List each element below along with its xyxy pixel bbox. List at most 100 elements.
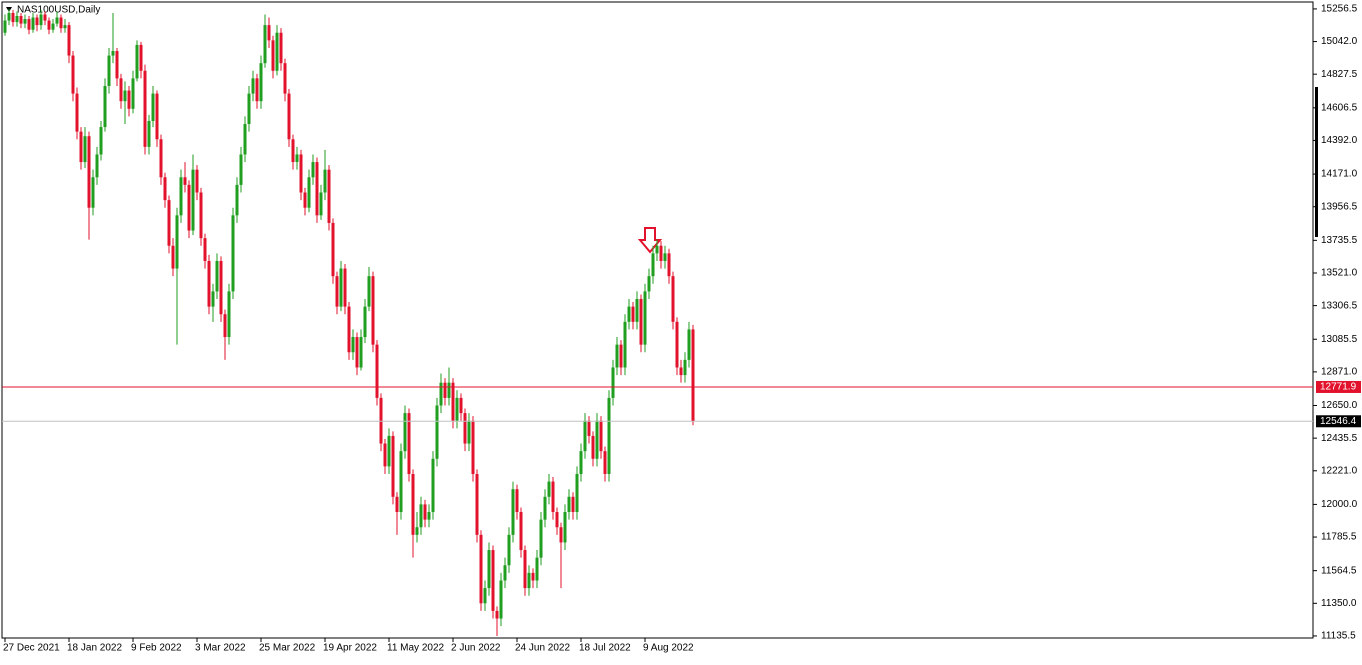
candle-body (31, 17, 35, 30)
candle-body (359, 337, 363, 368)
candle-body (331, 222, 335, 277)
candle-body (579, 451, 583, 474)
candle-body (627, 306, 631, 322)
y-tick-label: 15256.5 (1321, 4, 1358, 15)
candle-body (95, 154, 99, 178)
candle-body (515, 489, 519, 513)
candle-body (403, 413, 407, 452)
candle-body (151, 93, 155, 121)
candle-body (255, 78, 259, 102)
candle-body (19, 15, 23, 24)
candle-body (295, 154, 299, 163)
candle-body (311, 162, 315, 178)
candle-body (443, 382, 447, 398)
y-tick-label: 12221.0 (1321, 465, 1358, 476)
y-tick-label: 14827.5 (1321, 69, 1358, 80)
candle-body (399, 451, 403, 513)
x-tick-label: 9 Feb 2022 (131, 643, 182, 654)
candle-body (643, 291, 647, 345)
candle-body (219, 260, 223, 315)
candle-body (315, 162, 319, 216)
x-tick-label: 24 Jun 2022 (515, 643, 570, 654)
candle-body (455, 397, 459, 421)
candle-body (511, 489, 515, 535)
candle-body (11, 12, 15, 23)
scale-marker (1315, 87, 1318, 237)
plot-frame (1, 1, 1314, 639)
y-tick-label: 14171.0 (1321, 169, 1358, 180)
candle-body (431, 458, 435, 513)
x-tick-label: 18 Jan 2022 (67, 643, 122, 654)
candle-body (267, 25, 271, 41)
candle-body (211, 291, 215, 307)
candle-body (595, 420, 599, 459)
candle-body (651, 253, 655, 277)
candle-body (483, 588, 487, 604)
candle-body (103, 85, 107, 128)
candle-body (567, 496, 571, 513)
candle-body (3, 20, 7, 33)
candle-body (147, 120, 151, 147)
candle-body (251, 78, 255, 94)
candle-body (475, 473, 479, 535)
candle-body (539, 519, 543, 558)
candle-body (43, 14, 47, 21)
candle-body (507, 534, 511, 566)
candle-body (7, 12, 11, 21)
y-tick-label: 13085.5 (1321, 334, 1358, 345)
candle-body (227, 291, 231, 338)
candle-body (591, 435, 595, 459)
candle-body (571, 496, 575, 513)
candle-body (27, 19, 31, 30)
price-label-box (1316, 415, 1361, 428)
candle-body (543, 496, 547, 520)
x-tick-label: 2 Jun 2022 (451, 643, 501, 654)
y-tick-label: 13306.5 (1321, 300, 1358, 311)
x-tick-label: 11 May 2022 (387, 643, 445, 654)
candle-body (363, 306, 367, 338)
candle-body (675, 321, 679, 368)
candle-body (527, 572, 531, 589)
candle-body (471, 420, 475, 474)
candle-body (683, 359, 687, 376)
candle-body (63, 25, 67, 29)
candle-body (59, 17, 63, 29)
x-tick-label: 3 Mar 2022 (195, 643, 246, 654)
candle-body (547, 481, 551, 497)
candle-body (107, 55, 111, 86)
candle-body (51, 23, 55, 30)
candle-body (287, 93, 291, 140)
candle-body (611, 367, 615, 398)
candle-body (67, 25, 71, 56)
price-label-box (1316, 380, 1361, 393)
candle-body (419, 504, 423, 528)
candle-body (199, 192, 203, 239)
candle-body (143, 70, 147, 147)
candle-body (691, 329, 695, 422)
candle-body (111, 50, 115, 56)
candle-body (495, 610, 499, 619)
candle-body (115, 50, 119, 79)
candle-body (407, 413, 411, 474)
candle-body (279, 32, 283, 64)
candle-body (619, 344, 623, 368)
candle-body (215, 260, 219, 292)
candle-body (35, 17, 39, 26)
candle-body (291, 139, 295, 163)
candle-body (623, 321, 627, 368)
candle-body (91, 177, 95, 208)
candle-body (335, 276, 339, 307)
candle-body (415, 527, 419, 535)
candle-body (667, 253, 671, 277)
candle-body (347, 306, 351, 353)
candle-body (391, 435, 395, 497)
y-tick-label: 11350.0 (1321, 598, 1357, 609)
candle-body (323, 169, 327, 193)
candle-body (139, 44, 143, 71)
candle-body (603, 451, 607, 474)
y-tick-label: 12650.0 (1321, 400, 1358, 411)
candle-body (171, 245, 175, 269)
candle-body (451, 382, 455, 421)
candle-body (351, 337, 355, 353)
candle-body (647, 276, 651, 292)
